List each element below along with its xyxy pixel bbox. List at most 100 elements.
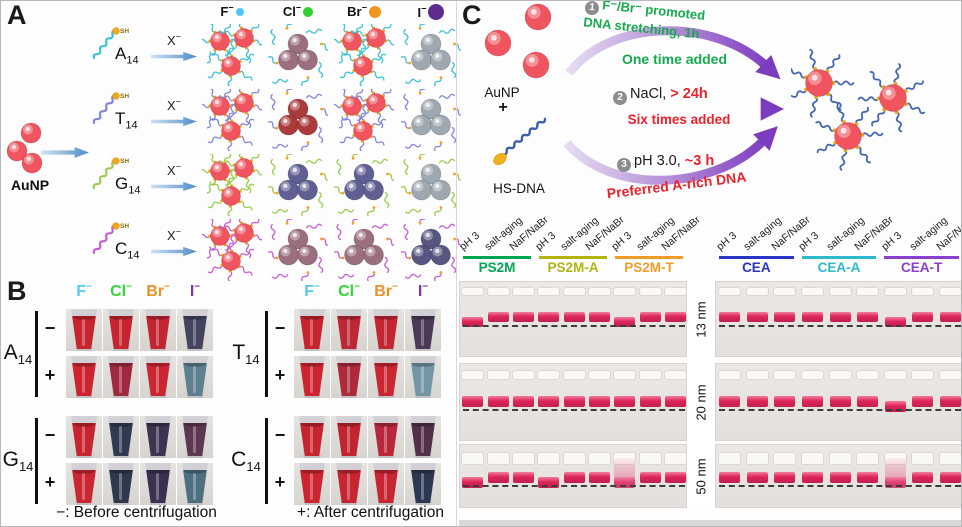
gel-well: [828, 370, 852, 380]
liquid-surface: [73, 316, 95, 320]
gel-band: [719, 312, 741, 322]
gel-band: [512, 396, 534, 407]
cuvette: [103, 416, 139, 458]
liquid-shine: [82, 319, 85, 346]
cuvette: [66, 416, 102, 458]
cuvette: [177, 309, 213, 351]
gel-band: [462, 477, 484, 488]
liquid-surface: [110, 423, 132, 427]
liquid-shine: [347, 319, 350, 346]
gel-band: [487, 312, 509, 322]
cuvette: [368, 356, 404, 398]
cuvette: [331, 309, 367, 351]
cuvette: [405, 463, 441, 505]
liquid-surface: [375, 470, 397, 474]
particle-cluster-agg_slate: [268, 154, 328, 216]
liquid-shine: [347, 473, 350, 500]
gel-band: [746, 312, 768, 322]
gel-well: [461, 452, 485, 465]
gel-band: [563, 472, 585, 483]
gel-well: [911, 287, 935, 296]
gel-well: [663, 370, 687, 380]
gel-well: [461, 287, 485, 296]
cuvette-liquid: [411, 316, 435, 349]
curved-arrow-1: [565, 26, 781, 80]
I-ion-dot-icon: [428, 4, 445, 20]
gel-band: [774, 472, 796, 483]
gel-band: [639, 396, 661, 407]
gel-band: [538, 312, 560, 322]
gel-band: [939, 472, 961, 483]
step1-number-badge: 1: [584, 1, 600, 16]
gel-group-underline: [884, 256, 959, 259]
gel-image: [459, 363, 687, 441]
x-arrow: [151, 116, 197, 127]
liquid-surface: [375, 316, 397, 320]
gel-well: [718, 370, 742, 380]
liquid-shine: [82, 366, 85, 393]
gel-group-label: PS2M-T: [624, 260, 674, 275]
particle-cluster-dispersed: [202, 219, 262, 281]
cuvette: [368, 463, 404, 505]
minus-sign: −: [44, 425, 56, 445]
gel-band: [512, 312, 534, 322]
liquid-shine: [119, 319, 122, 346]
gel-well: [773, 452, 797, 465]
gel-band: [912, 312, 934, 322]
liquid-shine: [156, 473, 159, 500]
aunp-label-c: AuNP: [484, 85, 520, 100]
liquid-shine: [310, 473, 313, 500]
gel-well: [537, 370, 561, 380]
liquid-surface: [147, 423, 169, 427]
cuvette-liquid: [300, 423, 324, 456]
gel-band: [588, 312, 610, 322]
particle-cluster-dispersed: [334, 89, 394, 151]
cuvette-liquid: [300, 470, 324, 503]
cuvette-liquid: [337, 363, 361, 396]
cuvette-liquid: [72, 470, 96, 503]
liquid-shine: [193, 426, 196, 453]
liquid-shine: [119, 426, 122, 453]
liquid-shine: [310, 426, 313, 453]
cuvette: [140, 416, 176, 458]
gel-well: [663, 287, 687, 296]
cuvette: [405, 416, 441, 458]
migration-dash-line: [463, 325, 685, 327]
ion-header-Br: Br−: [334, 3, 394, 19]
particle-cluster-agg_mauve: [334, 219, 394, 281]
gel-band: [462, 396, 484, 407]
gel-band: [884, 477, 906, 488]
ion-header-b-Br: Br−: [146, 281, 170, 300]
liquid-shine: [193, 473, 196, 500]
cuvette: [103, 356, 139, 398]
gel-well: [718, 452, 742, 465]
gel-well: [486, 287, 510, 296]
plus-sign: +: [44, 472, 56, 492]
particle-cluster-agg_gray: [401, 89, 461, 151]
cuvette-liquid: [72, 316, 96, 349]
gel-well: [800, 287, 824, 296]
size-label: 50 nm: [693, 457, 709, 495]
gel-image: [459, 444, 687, 508]
dna-strand-icon: SH: [92, 92, 129, 125]
gel-well: [745, 370, 769, 380]
cuvette-liquid: [374, 470, 398, 503]
gel-image: [715, 444, 961, 508]
svg-text:SH: SH: [120, 223, 129, 230]
liquid-shine: [82, 473, 85, 500]
cuvette: [66, 356, 102, 398]
liquid-surface: [338, 363, 360, 367]
gel-band: [746, 396, 768, 407]
cuvette-liquid: [109, 423, 133, 456]
migration-dash-line: [463, 485, 685, 487]
cuvette-liquid: [374, 363, 398, 396]
gel-band: [614, 477, 636, 488]
migration-dash-line: [719, 325, 961, 327]
liquid-surface: [338, 423, 360, 427]
cuvette: [331, 416, 367, 458]
liquid-shine: [347, 426, 350, 453]
plus-sign: +: [44, 365, 56, 385]
gel-well: [663, 452, 687, 465]
size-label: 13 nm: [693, 300, 709, 338]
gel-band: [538, 396, 560, 407]
